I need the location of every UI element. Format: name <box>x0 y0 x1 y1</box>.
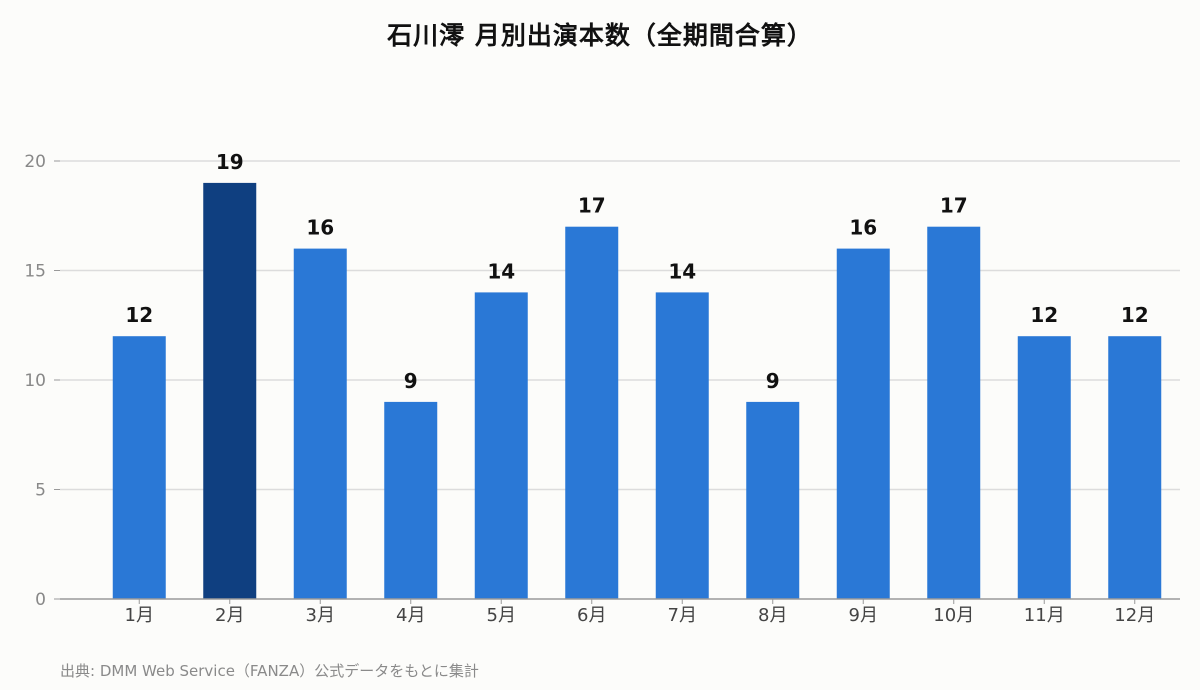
data-label: 14 <box>487 259 515 283</box>
data-label: 16 <box>306 216 334 240</box>
x-tick-label: 7月 <box>668 605 697 626</box>
bar <box>927 226 981 599</box>
x-tick-label: 11月 <box>1024 605 1065 626</box>
chart-title: 石川澪 月別出演本数（全期間合算） <box>387 21 813 50</box>
x-tick-label: 2月 <box>215 605 244 626</box>
x-tick-label: 9月 <box>849 605 878 626</box>
bar <box>1017 336 1071 599</box>
data-label: 12 <box>1030 303 1058 327</box>
x-tick-label: 4月 <box>396 605 425 626</box>
x-tick-label: 1月 <box>125 605 154 626</box>
data-label: 16 <box>849 216 877 240</box>
bar <box>746 401 800 599</box>
bar <box>474 292 528 599</box>
x-tick-label: 12月 <box>1114 605 1155 626</box>
bar <box>836 248 890 599</box>
x-tick-label: 8月 <box>758 605 787 626</box>
y-tick-label: 15 <box>24 262 46 282</box>
y-tick-label: 0 <box>35 590 46 610</box>
x-tick-label: 6月 <box>577 605 606 626</box>
bar <box>1108 336 1162 599</box>
bar <box>112 336 166 599</box>
bars <box>112 182 1162 599</box>
data-label: 12 <box>1121 303 1149 327</box>
data-label: 9 <box>404 369 418 393</box>
bar <box>293 248 347 599</box>
data-label: 9 <box>766 369 780 393</box>
bar <box>565 226 619 599</box>
data-label: 19 <box>216 150 244 174</box>
y-tick-label: 20 <box>24 152 46 172</box>
x-tick-label: 10月 <box>933 605 974 626</box>
x-axis-ticks: 1月 2月 3月 4月 5月 6月 7月 8月 9月 10月 11月 12月 <box>125 599 1155 626</box>
source-note: 出典: DMM Web Service（FANZA）公式データをもとに集計 <box>60 662 479 680</box>
x-tick-label: 5月 <box>487 605 516 626</box>
y-axis-ticks: 0 5 10 15 20 <box>24 152 60 610</box>
y-tick-label: 10 <box>24 371 46 391</box>
data-label: 17 <box>578 194 606 218</box>
x-tick-label: 3月 <box>306 605 335 626</box>
bar <box>655 292 709 599</box>
bar <box>203 182 257 599</box>
bar <box>384 401 438 599</box>
data-label: 17 <box>940 194 968 218</box>
data-labels: 12 19 16 9 14 17 14 9 16 17 12 12 <box>125 150 1148 393</box>
data-label: 14 <box>668 259 696 283</box>
data-label: 12 <box>125 303 153 327</box>
y-tick-label: 5 <box>35 481 46 501</box>
